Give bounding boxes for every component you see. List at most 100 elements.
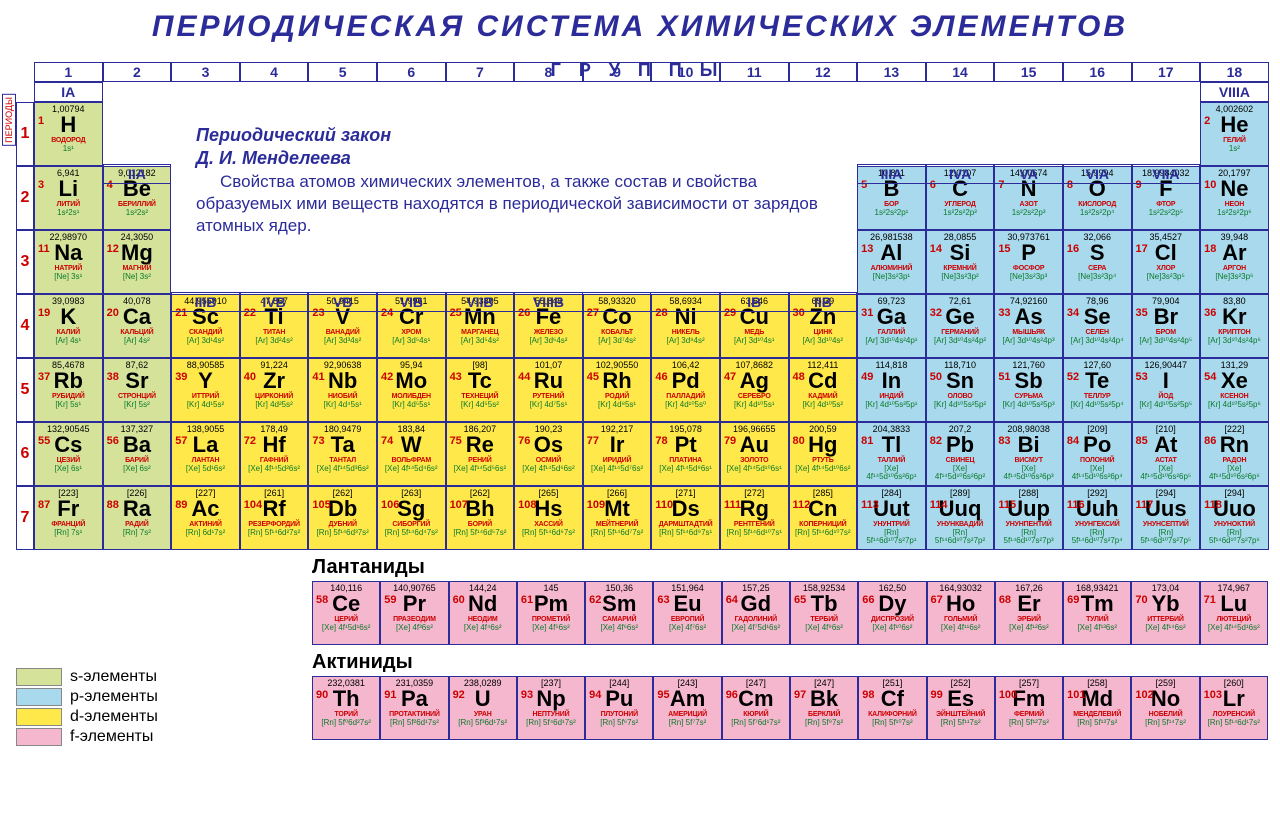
config: [Rn] 5f⁹7s² xyxy=(793,719,855,727)
config: [Kr] 4d¹⁰5s²5p⁴ xyxy=(1066,401,1129,409)
config: [Xe] 4f¹⁴6s² xyxy=(1134,624,1196,632)
period-num-3: 3 xyxy=(16,230,34,294)
element-No: [259]102NoНОБЕЛИЙ[Rn] 5f¹⁴7s² xyxy=(1131,676,1199,740)
config: [Xe] 4f¹⁴5d¹⁰6s²6p⁵ xyxy=(1135,465,1198,481)
config: [Rn] 5f³6d¹7s² xyxy=(452,719,514,727)
config: [Rn] 5f²6d¹7s² xyxy=(383,719,445,727)
element-Cl: 35,452717ClХЛОР[Ne]3s²3p⁵ xyxy=(1132,230,1201,294)
element-Th: 232,038190ThТОРИЙ[Rn] 5f⁰6d²7s² xyxy=(312,676,380,740)
roman-IIIB: IIIB xyxy=(171,292,240,312)
element-Gd: 157,2564GdГАДОЛИНИЙ[Xe] 4f⁷5d¹6s² xyxy=(722,581,790,645)
group-num-1: 1 xyxy=(34,62,103,82)
element-name: ТИТАН xyxy=(243,329,306,336)
element-Xe: 131,2954XeКСЕНОН[Kr] 4d¹⁰5s²5p⁶ xyxy=(1200,358,1269,422)
element-Md: [258]101MdМЕНДЕЛЕВИЙ[Rn] 5f¹³7s² xyxy=(1063,676,1131,740)
roman-VIIB: VIIB xyxy=(446,292,515,312)
config: [Kr] 4d¹⁰5s⁰ xyxy=(654,401,717,409)
element-Ds: [271]110DsДАРМШТАДТИЙ[Rn] 5f¹⁴6d⁹7s¹ xyxy=(651,486,720,550)
config: [Rn] 5f¹⁴6d⁷7s² xyxy=(586,529,649,537)
group-num-5: 5 xyxy=(308,62,377,82)
element-name: ИТТЕРБИЙ xyxy=(1134,616,1196,623)
element-name: ТЕХНЕЦИЙ xyxy=(449,393,512,400)
roman-VIIIB: VIIIB xyxy=(514,292,583,312)
element-Au: 196,9665579AuЗОЛОТО[Xe] 4f¹⁴5d¹⁰6s¹ xyxy=(720,422,789,486)
element-Ru: 101,0744RuРУТЕНИЙ[Kr] 4d⁷5s¹ xyxy=(514,358,583,422)
config: [Rn] 5f¹⁴6d⁶7s² xyxy=(517,529,580,537)
element-name: НЕПТУНИЙ xyxy=(520,711,582,718)
config: 1s¹ xyxy=(37,145,100,153)
element-Ra: [226]88RaРАДИЙ[Rn] 7s² xyxy=(103,486,172,550)
element-Rf: [261]104RfРЕЗЕРФОРДИЙ[Rn] 5f¹⁴6d²7s² xyxy=(240,486,309,550)
element-name: ЦЕЗИЙ xyxy=(37,457,100,464)
element-name: ГАДОЛИНИЙ xyxy=(725,616,787,623)
atomic-number: 78 xyxy=(655,435,667,447)
element-name: АМЕРИЦИЙ xyxy=(656,711,718,718)
element-Zr: 91,22440ZrЦИРКОНИЙ[Kr] 4d²5s² xyxy=(240,358,309,422)
config: [Rn] 5f¹³7s² xyxy=(1066,719,1128,727)
element-name: УНУНКВАДИЙ xyxy=(929,521,992,528)
config: [Xe] 4f¹³6s² xyxy=(1066,624,1128,632)
period-row-6: 6132,9054555CsЦЕЗИЙ[Xe] 6s¹137,32756BaБА… xyxy=(16,422,1270,486)
config: [Ar] 3d³4s² xyxy=(311,337,374,345)
element-La: 138,905557LaЛАНТАН[Xe] 5d¹6s² xyxy=(171,422,240,486)
element-name: СЕРА xyxy=(1066,265,1129,272)
element-name: ГЕРМАНИЙ xyxy=(929,329,992,336)
config: [Kr] 4d⁴5s¹ xyxy=(311,401,374,409)
symbol: He xyxy=(1203,114,1266,136)
config: [Ar] 4s² xyxy=(106,337,169,345)
legend-d: d-элементы xyxy=(16,708,158,726)
element-Sg: [263]106SgСИБОРГИЙ[Rn] 5f¹⁴6d⁴7s² xyxy=(377,486,446,550)
period-num-1: 1 xyxy=(16,102,34,166)
group-num-17: 17 xyxy=(1132,62,1201,82)
element-name: БЕРКЛИЙ xyxy=(793,711,855,718)
roman-IVB: IVB xyxy=(240,292,309,312)
element-Yb: 173,0470YbИТТЕРБИЙ[Xe] 4f¹⁴6s² xyxy=(1131,581,1199,645)
atomic-number: 11 xyxy=(38,243,50,255)
roman-VIIIA: VIIIA xyxy=(1200,82,1269,102)
atomic-number: 44 xyxy=(518,371,530,383)
config: [Xe] 4f¹⁰6s² xyxy=(861,624,923,632)
element-Cm: [247]96CmКЮРИЙ[Rn] 5f⁷6d¹7s² xyxy=(722,676,790,740)
element-Br: 79,90435BrБРОМ[Ar] 3d¹⁰4s²4p⁵ xyxy=(1132,294,1201,358)
config: [Xe] 4f¹⁴5d⁶6s² xyxy=(517,465,580,473)
atomic-number: 2 xyxy=(1204,115,1210,127)
element-Ba: 137,32756BaБАРИЙ[Xe] 6s² xyxy=(103,422,172,486)
config: [Xe] 4f¹⁴5d¹⁰6s²6p² xyxy=(929,465,992,481)
swatch-s xyxy=(16,668,62,686)
atomic-number: 88 xyxy=(107,499,119,511)
element-name: РТУТЬ xyxy=(792,457,855,464)
actinides-row: 232,038190ThТОРИЙ[Rn] 5f⁰6d²7s²231,03599… xyxy=(312,676,1268,740)
atomic-number: 49 xyxy=(861,371,873,383)
config: [Xe] 4f⁷6s² xyxy=(656,624,718,632)
roman-VIB: VIB xyxy=(377,292,446,312)
config: [Ne]3s²3p⁶ xyxy=(1203,273,1266,281)
element-name: КСЕНОН xyxy=(1203,393,1266,400)
element-Y: 88,9058539YИТТРИЙ[Kr] 4d¹5s² xyxy=(171,358,240,422)
element-Al: 26,98153813AlАЛЮМИНИЙ[Ne]3s²3p¹ xyxy=(857,230,926,294)
element-name: ПРАЗЕОДИМ xyxy=(383,616,445,623)
config: [Xe] 4f¹5d¹6s² xyxy=(315,624,377,632)
element-name: ЦИНК xyxy=(792,329,855,336)
element-name: МЫШЬЯК xyxy=(997,329,1060,336)
roman-VIA: VIA xyxy=(1063,164,1132,184)
element-Pt: 195,07878PtПЛАТИНА[Xe] 4f¹⁴5d⁹6s¹ xyxy=(651,422,720,486)
element-Am: [243]95AmАМЕРИЦИЙ[Rn] 5f⁷7s² xyxy=(653,676,721,740)
atomic-number: 12 xyxy=(107,243,119,255)
element-name: ТУЛИЙ xyxy=(1066,616,1128,623)
element-name: СВИНЕЦ xyxy=(929,457,992,464)
element-name: САМАРИЙ xyxy=(588,616,650,623)
atomic-number: 98 xyxy=(862,689,874,701)
element-name: ДИСПРОЗИЙ xyxy=(861,616,923,623)
config: [Rn] 5f¹⁴6d⁹7s¹ xyxy=(654,529,717,537)
config: [Xe] 4f¹⁴5d¹⁰6s²6p⁴ xyxy=(1066,465,1129,481)
config: [Ne] 3s² xyxy=(106,273,169,281)
atomic-number: 59 xyxy=(384,594,396,606)
atomic-number: 34 xyxy=(1067,307,1079,319)
element-Na: 22,9897011NaНАТРИЙ[Ne] 3s¹ xyxy=(34,230,103,294)
element-K: 39,098319KКАЛИЙ[Ar] 4s¹ xyxy=(34,294,103,358)
element-Tl: 204,383381TlТАЛЛИЙ[Xe] 4f¹⁴5d¹⁰6s²6p¹ xyxy=(857,422,926,486)
atomic-number: 104 xyxy=(244,499,262,511)
element-Mt: [266]109MtМЕЙТНЕРИЙ[Rn] 5f¹⁴6d⁷7s² xyxy=(583,486,652,550)
element-Pm: 14561PmПРОМЕТИЙ[Xe] 4f⁵6s² xyxy=(517,581,585,645)
element-name: АЛЮМИНИЙ xyxy=(860,265,923,272)
